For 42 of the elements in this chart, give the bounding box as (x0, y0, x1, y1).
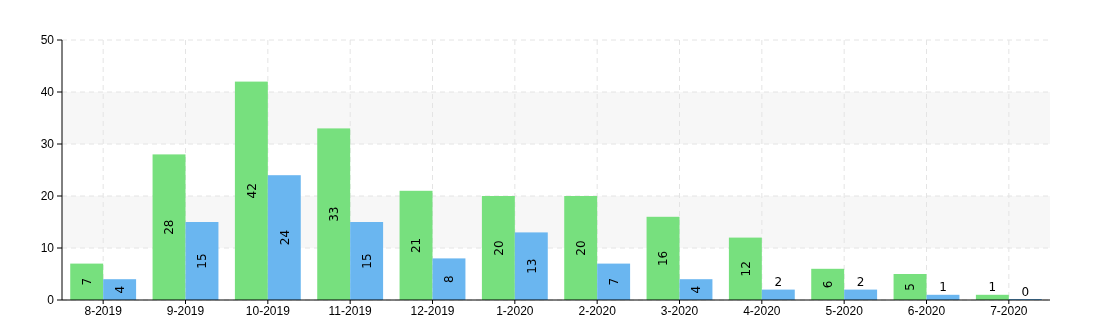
data-label: 13 (524, 258, 539, 274)
data-label: 42 (244, 183, 259, 199)
data-label: 2 (774, 274, 783, 289)
data-label: 4 (689, 285, 704, 294)
x-tick-label: 5-2020 (825, 304, 864, 318)
y-tick-label: 20 (40, 189, 55, 204)
x-tick-label: 8-2019 (84, 304, 123, 318)
data-label: 16 (656, 250, 671, 267)
data-label: 15 (195, 253, 210, 269)
data-label: 21 (409, 237, 424, 254)
data-label: 1 (988, 279, 997, 294)
x-tick-label: 11-2019 (328, 304, 373, 318)
data-label: 33 (326, 206, 341, 222)
data-label: 6 (820, 280, 835, 289)
data-label: 4 (112, 285, 127, 294)
data-label: 0 (1021, 285, 1030, 299)
x-tick-label: 7-2020 (990, 304, 1028, 318)
y-tick-label: 40 (40, 85, 55, 100)
data-label: 12 (738, 261, 753, 277)
data-label: 1 (939, 279, 947, 294)
x-tick-label: 9-2019 (166, 304, 205, 318)
x-tick-label: 6-2020 (907, 304, 946, 318)
data-label: 5 (903, 283, 918, 291)
x-tick-label: 1-2020 (496, 304, 534, 318)
y-tick-label: 50 (40, 33, 55, 48)
data-label: 8 (442, 275, 457, 284)
data-label: 20 (491, 240, 506, 256)
data-label: 2 (856, 274, 865, 289)
data-label: 24 (277, 229, 292, 246)
y-tick-label: 0 (47, 293, 55, 308)
data-label: 7 (79, 277, 94, 286)
data-label: 15 (359, 253, 374, 269)
y-tick-label: 30 (40, 137, 55, 152)
data-label: 28 (162, 219, 177, 235)
y-tick-label: 10 (40, 241, 55, 256)
x-tick-label: 12-2019 (410, 304, 455, 318)
data-label: 7 (606, 277, 621, 286)
x-tick-label: 4-2020 (743, 304, 781, 318)
data-label: 20 (573, 240, 588, 256)
x-tick-label: 2-2020 (578, 304, 617, 318)
x-tick-label: 10-2019 (245, 304, 291, 318)
x-tick-label: 3-2020 (660, 304, 699, 318)
